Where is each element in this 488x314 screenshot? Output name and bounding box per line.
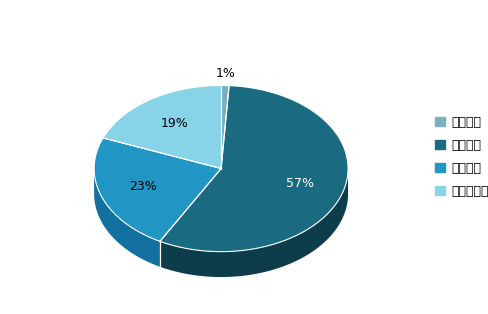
Polygon shape (103, 85, 221, 169)
Polygon shape (221, 85, 229, 169)
Polygon shape (94, 138, 221, 241)
Text: 19%: 19% (161, 117, 188, 130)
Polygon shape (94, 169, 160, 267)
Polygon shape (160, 171, 348, 277)
Text: 1%: 1% (216, 67, 236, 79)
Text: 57%: 57% (286, 177, 314, 190)
Legend: 第一产业, 第二产业, 第三产业, 城乡居民生活: 第一产业, 第二产业, 第三产业, 城乡居民生活 (435, 116, 488, 198)
Text: 23%: 23% (130, 180, 157, 193)
Polygon shape (160, 86, 348, 252)
